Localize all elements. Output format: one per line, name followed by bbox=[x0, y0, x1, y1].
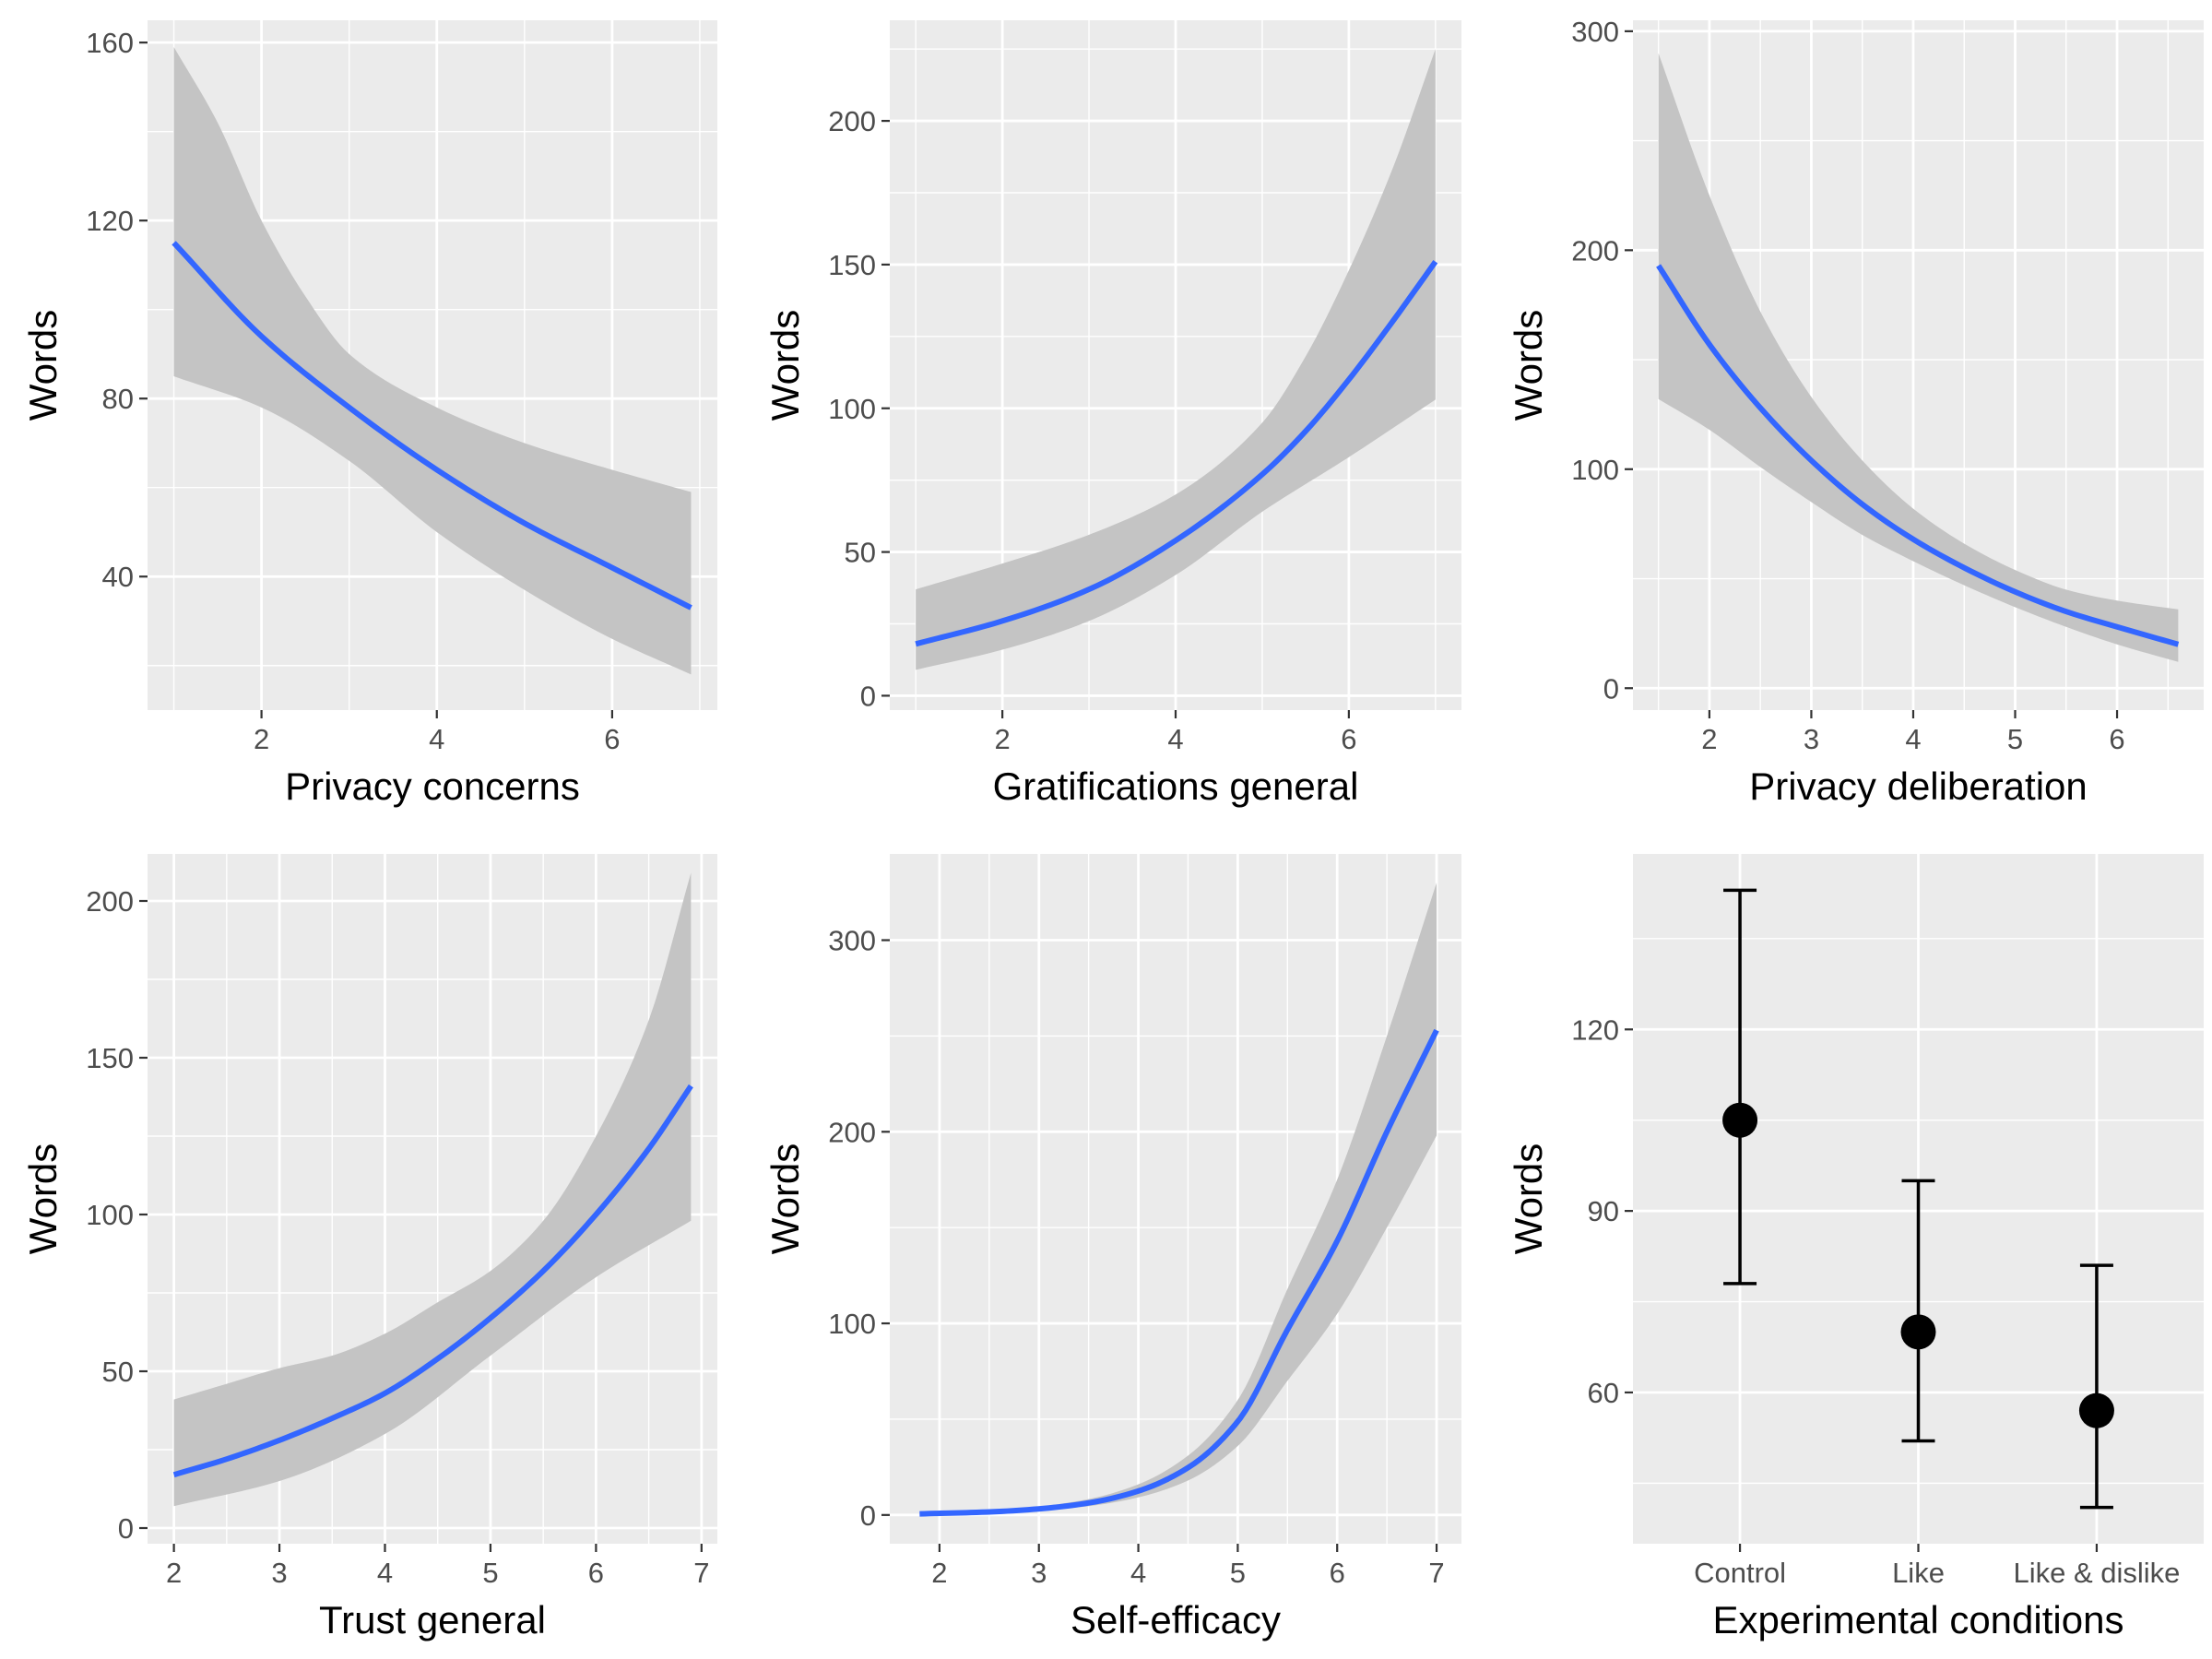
x-tick-label: 2 bbox=[994, 723, 1010, 755]
x-tick-label: 6 bbox=[1330, 1557, 1345, 1589]
confidence-ribbon bbox=[916, 49, 1436, 670]
x-tick-label: 4 bbox=[1130, 1557, 1146, 1589]
x-tick-label: 3 bbox=[271, 1557, 287, 1589]
y-tick-label: 150 bbox=[86, 1042, 134, 1074]
y-tick-label: 0 bbox=[1603, 672, 1619, 705]
x-tick-label: Like & dislike bbox=[2013, 1557, 2180, 1589]
fit-line bbox=[172, 241, 692, 610]
x-tick-label: 6 bbox=[588, 1557, 604, 1589]
y-tick-label: 300 bbox=[1571, 16, 1619, 48]
y-tick-label: 100 bbox=[828, 1308, 876, 1340]
x-axis-title: Gratifications general bbox=[993, 764, 1359, 808]
fit-line bbox=[172, 1084, 693, 1478]
y-tick-label: 0 bbox=[860, 680, 876, 712]
x-tick-label: 3 bbox=[1804, 723, 1819, 755]
y-tick-label: 200 bbox=[828, 105, 876, 137]
x-tick-label: 5 bbox=[482, 1557, 498, 1589]
panel-privacy-deliberation: 0 100 200 300 2 3 4 5 6 Privacy deliberation Words bbox=[1507, 16, 2204, 808]
x-tick-label: 4 bbox=[377, 1557, 393, 1589]
x-tick-label: 5 bbox=[2007, 723, 2023, 755]
panel-experimental-conditions: 60 90 120 Control Like Like & dislike Experime… bbox=[1507, 854, 2204, 1641]
x-tick-label: 5 bbox=[1230, 1557, 1246, 1589]
y-tick-label: 40 bbox=[102, 561, 134, 593]
confidence-ribbon bbox=[173, 872, 692, 1507]
x-tick-label: 4 bbox=[1167, 723, 1183, 755]
x-tick-label: 7 bbox=[693, 1557, 709, 1589]
x-tick-label: 7 bbox=[1428, 1557, 1444, 1589]
panel-self-efficacy: 0 100 200 300 2 3 4 5 6 7 Self-efficacy Words bbox=[763, 854, 1461, 1641]
y-axis-title: Words bbox=[1507, 1144, 1550, 1255]
y-tick-label: 50 bbox=[102, 1356, 134, 1388]
fit-line bbox=[919, 1028, 1439, 1517]
panel-gratifications-general: 0 50 100 150 200 2 4 6 Gratifications general Wor… bbox=[763, 20, 1461, 808]
mean-point bbox=[1900, 1314, 1936, 1350]
panel-trust-general: 0 50 100 150 200 2 3 4 5 6 7 Trust general Words bbox=[21, 854, 717, 1641]
confidence-ribbon bbox=[919, 883, 1437, 1515]
mean-point bbox=[1722, 1102, 1758, 1138]
y-tick-label: 150 bbox=[828, 249, 876, 281]
y-tick-label: 80 bbox=[102, 383, 134, 415]
mean-point bbox=[2078, 1392, 2114, 1428]
y-tick-label: 100 bbox=[828, 393, 876, 425]
x-axis-title: Trust general bbox=[319, 1598, 546, 1641]
x-tick-label: 4 bbox=[429, 723, 444, 755]
confidence-ribbon bbox=[173, 46, 692, 675]
panel-privacy-concerns: 40 80 120 160 2 4 6 Privacy concerns Words bbox=[21, 20, 717, 808]
fit-line bbox=[1656, 264, 2180, 647]
x-tick-label: 6 bbox=[604, 723, 620, 755]
x-axis-title: Experimental conditions bbox=[1713, 1598, 2124, 1641]
y-tick-label: 0 bbox=[118, 1512, 134, 1545]
x-axis-title: Privacy concerns bbox=[285, 764, 580, 808]
y-tick-label: 60 bbox=[1588, 1377, 1619, 1409]
y-tick-label: 90 bbox=[1588, 1195, 1619, 1227]
y-axis-title: Words bbox=[763, 1144, 807, 1255]
y-axis-title: Words bbox=[1507, 310, 1550, 421]
y-axis-title: Words bbox=[21, 310, 65, 421]
y-tick-label: 100 bbox=[1571, 454, 1619, 486]
x-tick-label: 2 bbox=[1701, 723, 1717, 755]
x-tick-label: Like bbox=[1892, 1557, 1945, 1589]
y-axis-title: Words bbox=[21, 1144, 65, 1255]
y-axis-title: Words bbox=[763, 310, 807, 421]
x-tick-label: 6 bbox=[1341, 723, 1356, 755]
fit-line bbox=[915, 260, 1438, 647]
y-tick-label: 100 bbox=[86, 1199, 134, 1231]
y-tick-label: 120 bbox=[1571, 1013, 1619, 1046]
y-tick-label: 300 bbox=[828, 925, 876, 957]
x-tick-label: 2 bbox=[254, 723, 269, 755]
x-tick-label: 3 bbox=[1031, 1557, 1047, 1589]
y-tick-label: 200 bbox=[86, 885, 134, 918]
x-axis-title: Privacy deliberation bbox=[1749, 764, 2088, 808]
x-tick-label: 4 bbox=[1905, 723, 1921, 755]
x-tick-label: 2 bbox=[931, 1557, 947, 1589]
x-tick-label: 2 bbox=[166, 1557, 182, 1589]
y-tick-label: 50 bbox=[845, 537, 876, 569]
x-axis-title: Self-efficacy bbox=[1071, 1598, 1281, 1641]
x-tick-label: 6 bbox=[2109, 723, 2124, 755]
y-tick-label: 200 bbox=[1571, 234, 1619, 267]
y-tick-label: 200 bbox=[828, 1116, 876, 1148]
y-tick-label: 160 bbox=[86, 27, 134, 59]
x-tick-label: Control bbox=[1694, 1557, 1786, 1589]
y-tick-label: 0 bbox=[860, 1499, 876, 1532]
y-tick-label: 120 bbox=[86, 205, 134, 237]
